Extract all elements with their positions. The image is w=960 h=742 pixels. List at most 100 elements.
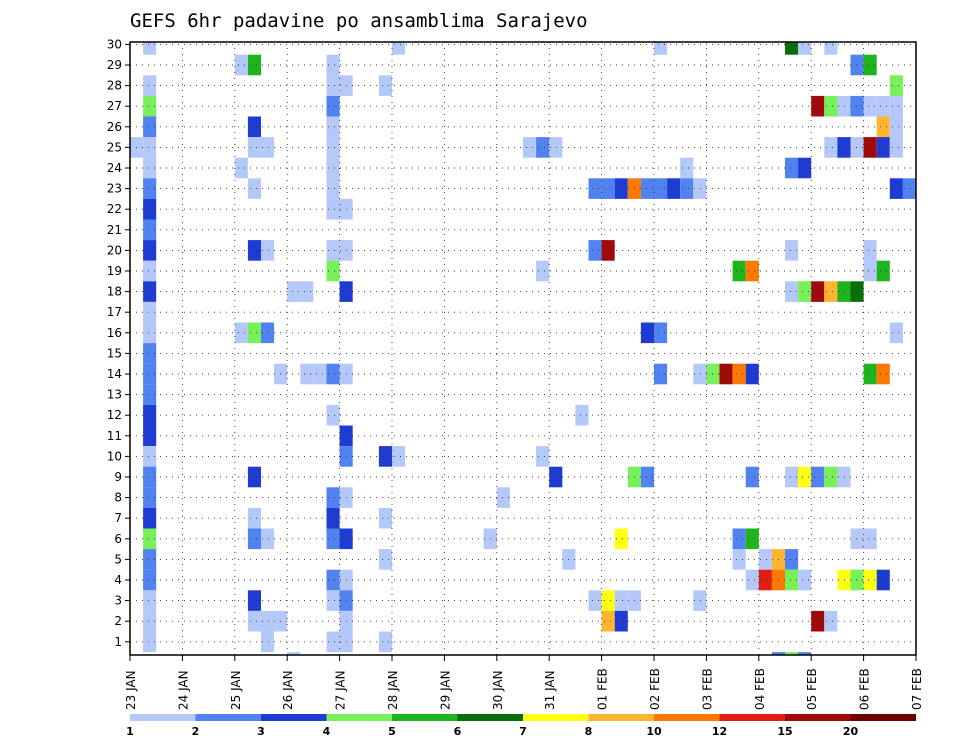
heatmap-cell	[143, 42, 157, 55]
heatmap-cell	[824, 610, 838, 632]
heatmap-cell	[758, 569, 772, 591]
x-tick-label: 28 JAN	[386, 670, 400, 710]
y-tick-label: 1	[114, 635, 122, 649]
heatmap-cell	[326, 404, 340, 426]
heatmap-cell	[654, 363, 668, 385]
heatmap-cell	[536, 446, 550, 467]
heatmap-cell	[876, 363, 890, 385]
y-tick-label: 19	[107, 264, 122, 278]
heatmap-cell	[758, 549, 772, 570]
heatmap-cell	[785, 42, 799, 55]
y-tick-label: 7	[114, 511, 122, 525]
heatmap-cell	[143, 487, 157, 508]
heatmap-cell	[143, 425, 157, 447]
heatmap-cell	[601, 240, 615, 261]
legend-label: 10	[646, 725, 662, 738]
x-tick-label: 31 JAN	[543, 670, 557, 710]
y-tick-label: 28	[107, 79, 122, 93]
x-tick-label: 01 FEB	[596, 668, 610, 710]
heatmap-cell	[811, 281, 825, 302]
heatmap-cell	[785, 652, 799, 655]
heatmap-cell	[143, 610, 157, 632]
heatmap-cell	[902, 178, 916, 199]
heatmap-cell	[326, 137, 340, 158]
x-tick-label: 23 JAN	[124, 670, 138, 710]
heatmap-cell	[876, 137, 890, 158]
heatmap-cell	[798, 569, 812, 591]
heatmap-cell	[798, 281, 812, 302]
heatmap-cell	[785, 549, 799, 570]
heatmap-cell	[785, 240, 799, 261]
heatmap-cell	[143, 343, 157, 364]
y-tick-label: 21	[107, 223, 122, 237]
heatmap-cell	[863, 137, 877, 158]
heatmap-cell	[863, 569, 877, 591]
heatmap-cell	[143, 281, 157, 302]
heatmap-cell	[745, 569, 759, 591]
heatmap-cell	[143, 75, 157, 96]
heatmap-cell	[889, 322, 903, 344]
legend-swatch	[392, 714, 458, 721]
heatmap-cell	[143, 384, 157, 405]
legend-swatch	[719, 714, 785, 721]
heatmap-cell	[378, 549, 392, 570]
y-tick-label: 24	[107, 161, 122, 175]
heatmap-cell	[876, 260, 890, 282]
heatmap-cell	[143, 219, 157, 241]
heatmap-cell	[378, 446, 392, 467]
y-tick-label: 13	[107, 388, 122, 402]
heatmap-cell	[326, 178, 340, 199]
heatmap-cell	[693, 178, 707, 199]
heatmap-cell	[811, 95, 825, 117]
heatmap-cell	[601, 178, 615, 199]
heatmap-cell	[143, 260, 157, 282]
heatmap-cell	[247, 466, 261, 488]
legend-label: 5	[388, 725, 396, 738]
heatmap-cell	[143, 590, 157, 611]
heatmap-cell	[326, 157, 340, 179]
heatmap-cell	[837, 466, 851, 488]
x-tick-label: 30 JAN	[491, 670, 505, 710]
heatmap-cell	[549, 466, 563, 488]
heatmap-cell	[247, 322, 261, 344]
heatmap-cell	[247, 178, 261, 199]
heatmap-cell	[850, 95, 864, 117]
y-tick-label: 18	[107, 285, 122, 299]
heatmap-cell	[824, 137, 838, 158]
legend-swatch	[326, 714, 392, 721]
heatmap-cell	[536, 260, 550, 282]
heatmap-cell	[392, 42, 406, 55]
heatmap-cell	[667, 178, 681, 199]
heatmap-cell	[614, 178, 628, 199]
heatmap-cell	[326, 528, 340, 550]
heatmap-cell	[378, 507, 392, 529]
legend-swatch	[457, 714, 523, 721]
heatmap-cell	[326, 631, 340, 653]
heatmap-cell	[313, 363, 327, 385]
heatmap-cell	[601, 590, 615, 611]
heatmap-cell	[523, 137, 537, 158]
heatmap-cell	[143, 631, 157, 653]
heatmap-cells	[130, 42, 916, 655]
heatmap-cell	[143, 466, 157, 488]
y-tick-label: 16	[107, 326, 122, 340]
heatmap-cell	[785, 569, 799, 591]
y-tick-label: 8	[114, 491, 122, 505]
heatmap-cell	[837, 569, 851, 591]
legend-swatch	[261, 714, 327, 721]
heatmap-cell	[850, 54, 864, 76]
heatmap-cell	[889, 178, 903, 199]
heatmap-cell	[287, 281, 301, 302]
heatmap-cell	[876, 569, 890, 591]
heatmap-cell	[614, 528, 628, 550]
legend-swatch	[195, 714, 261, 721]
heatmap-cell	[143, 528, 157, 550]
heatmap-cell	[143, 137, 157, 158]
heatmap-cell	[732, 363, 746, 385]
heatmap-cell	[889, 137, 903, 158]
heatmap-cell	[496, 487, 510, 508]
heatmap-cell	[850, 281, 864, 302]
heatmap-cell	[300, 363, 314, 385]
heatmap-cell	[771, 652, 785, 655]
